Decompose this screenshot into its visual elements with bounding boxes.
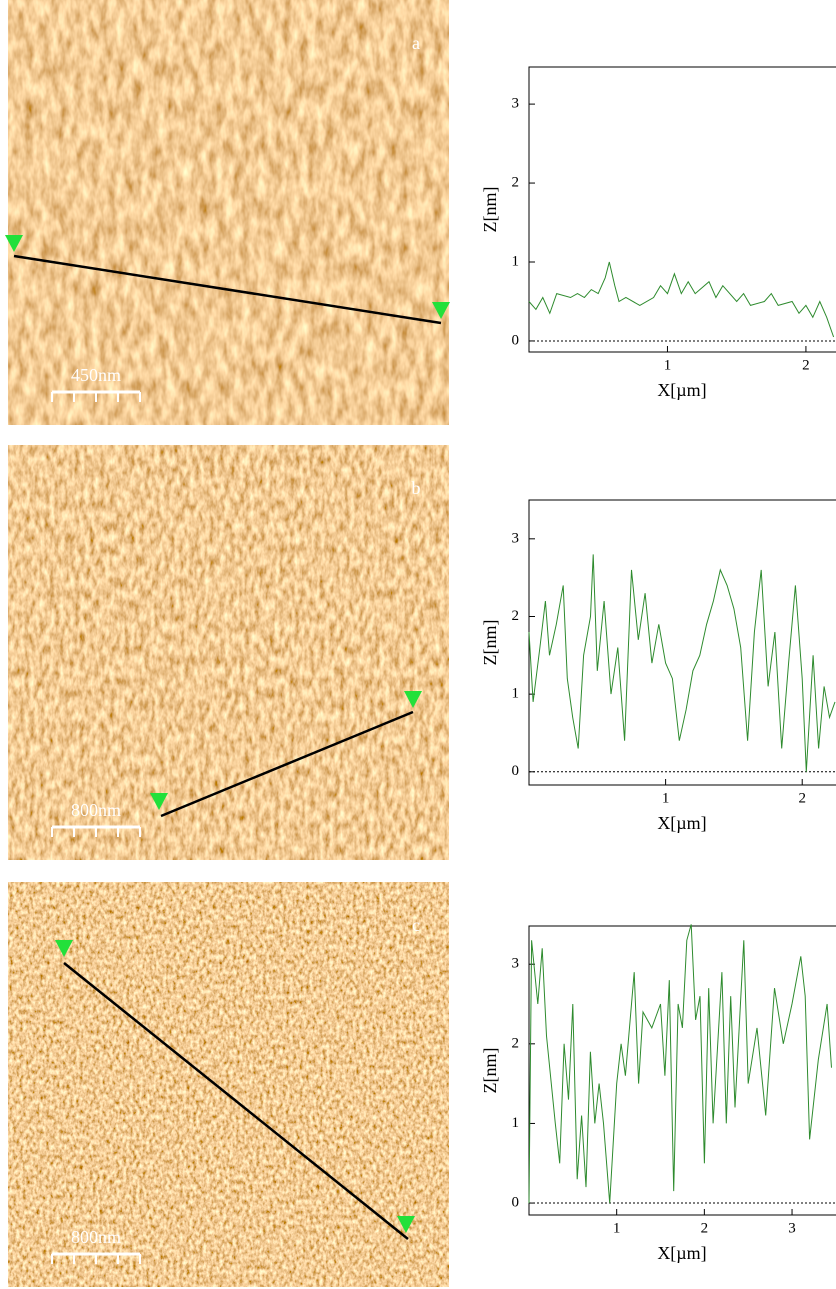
y-tick-label: 1 bbox=[512, 1115, 520, 1131]
x-tick-label: 1 bbox=[664, 357, 672, 373]
profile-line bbox=[13, 254, 442, 325]
panel-label: a bbox=[412, 33, 420, 53]
y-axis-label: Z[nm] bbox=[480, 1048, 500, 1094]
afm-image bbox=[8, 882, 449, 1287]
profile-curve bbox=[528, 924, 832, 1204]
scale-bar-label: 800nm bbox=[71, 1227, 121, 1247]
marker-triangle bbox=[150, 793, 168, 810]
y-axis-label: Z[nm] bbox=[480, 620, 500, 666]
profile-curve bbox=[528, 554, 836, 772]
y-tick-label: 0 bbox=[512, 1194, 520, 1210]
marker-triangle bbox=[404, 691, 422, 708]
plot-frame bbox=[528, 66, 836, 353]
plot-frame bbox=[528, 925, 836, 1216]
afm-image bbox=[8, 0, 449, 425]
x-tick-label: 2 bbox=[802, 357, 810, 373]
marker-triangle bbox=[55, 940, 73, 957]
marker-triangle bbox=[432, 302, 450, 319]
x-tick-label: 2 bbox=[798, 790, 806, 806]
x-tick-label: 3 bbox=[788, 1220, 796, 1236]
y-tick-label: 2 bbox=[512, 608, 520, 624]
y-tick-label: 2 bbox=[512, 1035, 520, 1051]
x-axis-label: X[µm] bbox=[657, 813, 706, 833]
profile-line bbox=[160, 710, 414, 818]
y-tick-label: 3 bbox=[512, 530, 520, 546]
x-tick-label: 2 bbox=[701, 1220, 709, 1236]
profile-line bbox=[63, 962, 409, 1240]
afm-image bbox=[8, 445, 449, 860]
x-axis-label: X[µm] bbox=[657, 380, 706, 400]
y-tick-label: 3 bbox=[512, 96, 520, 112]
scale-bar-label: 800nm bbox=[71, 800, 121, 820]
marker-triangle bbox=[5, 235, 23, 252]
x-tick-label: 1 bbox=[613, 1220, 621, 1236]
y-tick-label: 2 bbox=[512, 174, 520, 190]
y-tick-label: 1 bbox=[512, 253, 520, 269]
y-axis-label: Z[nm] bbox=[480, 187, 500, 233]
marker-triangle bbox=[397, 1216, 415, 1233]
x-tick-label: 1 bbox=[662, 790, 670, 806]
y-tick-label: 0 bbox=[512, 763, 520, 779]
scale-bar-label: 450nm bbox=[71, 365, 121, 385]
x-axis-label: X[µm] bbox=[657, 1243, 706, 1263]
panel-label: b bbox=[412, 478, 421, 498]
y-tick-label: 0 bbox=[512, 332, 520, 348]
y-tick-label: 1 bbox=[512, 686, 520, 702]
panel-label: c bbox=[412, 915, 420, 935]
plot-frame bbox=[528, 499, 836, 786]
profile-curve bbox=[528, 261, 835, 338]
y-tick-label: 3 bbox=[512, 956, 520, 972]
